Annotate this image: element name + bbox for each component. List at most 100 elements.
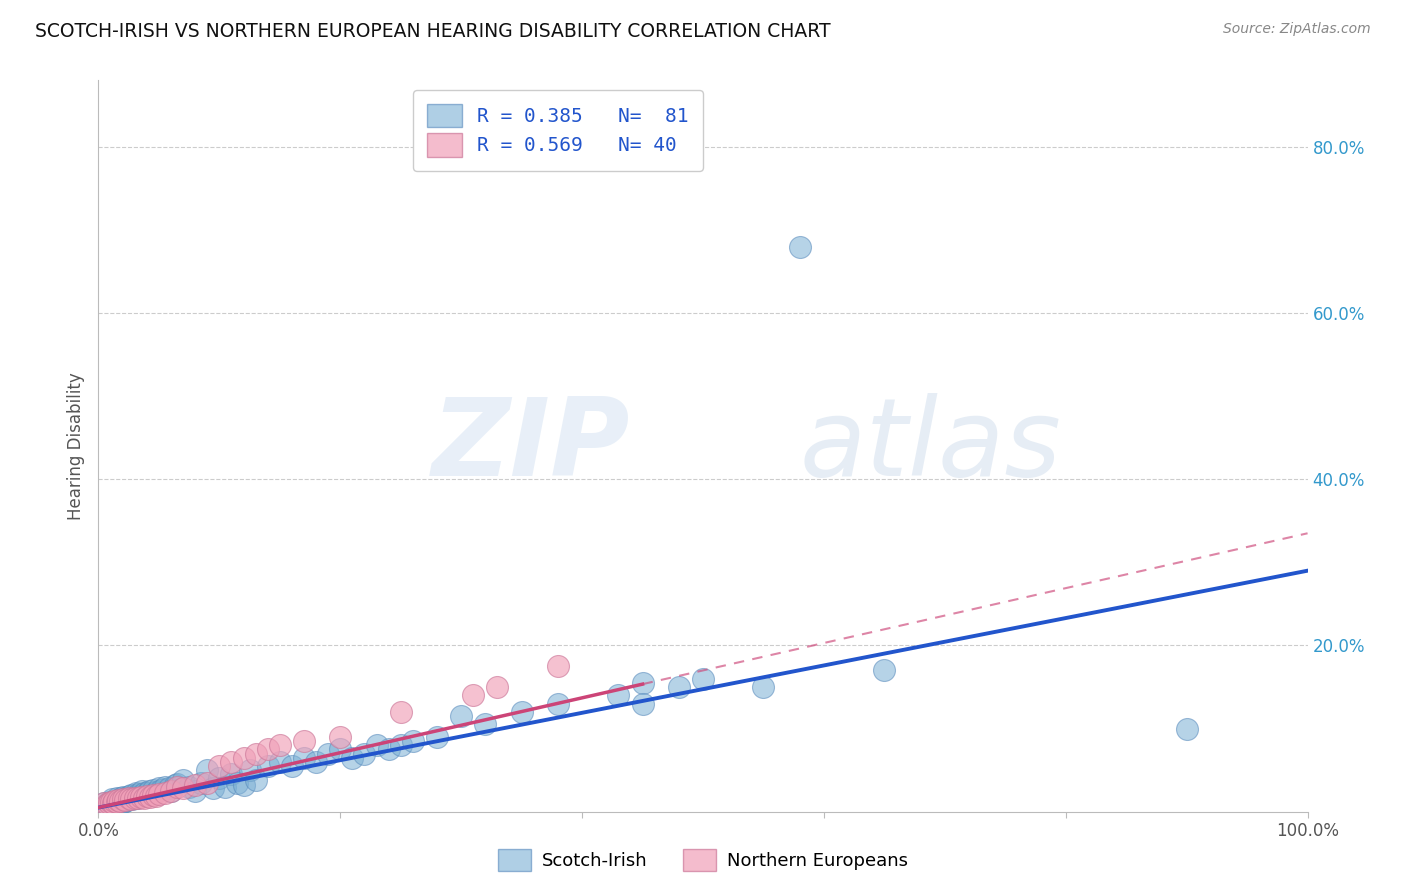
Point [111, 789, 134, 804]
Point [474, 717, 496, 731]
Point [486, 680, 509, 694]
Point [108, 797, 131, 811]
Point [172, 773, 194, 788]
Point [121, 792, 143, 806]
Point [127, 787, 149, 801]
Text: SCOTCH-IRISH VS NORTHERN EUROPEAN HEARING DISABILITY CORRELATION CHART: SCOTCH-IRISH VS NORTHERN EUROPEAN HEARIN… [35, 22, 831, 41]
Point [127, 791, 149, 805]
Point [100, 795, 122, 809]
Point [142, 788, 165, 802]
Point [105, 795, 128, 809]
Point [426, 730, 449, 744]
Point [124, 790, 146, 805]
Point [631, 676, 654, 690]
Point [547, 697, 569, 711]
Point [366, 738, 388, 752]
Point [93, 797, 115, 811]
Point [208, 759, 231, 773]
Point [93, 797, 115, 811]
Point [153, 780, 176, 794]
Point [105, 791, 128, 805]
Point [353, 747, 375, 761]
Point [166, 777, 188, 791]
Point [135, 786, 157, 800]
Point [463, 689, 485, 703]
Point [292, 734, 315, 748]
Point [96, 798, 118, 813]
Point [101, 797, 124, 811]
Point [160, 784, 183, 798]
Text: atlas: atlas [800, 393, 1062, 499]
Point [1175, 722, 1198, 736]
Point [112, 792, 135, 806]
Point [108, 793, 131, 807]
Point [125, 787, 148, 801]
Point [120, 792, 142, 806]
Point [256, 742, 278, 756]
Point [115, 790, 138, 805]
Point [118, 791, 141, 805]
Point [631, 697, 654, 711]
Point [166, 780, 188, 794]
Point [329, 730, 352, 744]
Point [202, 781, 225, 796]
Point [208, 772, 231, 786]
Point [98, 795, 121, 809]
Point [139, 789, 162, 804]
Point [873, 664, 896, 678]
Point [129, 788, 152, 802]
Point [377, 742, 399, 756]
Point [96, 797, 118, 812]
Text: Source: ZipAtlas.com: Source: ZipAtlas.com [1223, 22, 1371, 37]
Point [281, 759, 304, 773]
Point [138, 784, 160, 798]
Point [101, 797, 124, 812]
Point [163, 778, 186, 792]
Point [150, 783, 173, 797]
Point [389, 705, 412, 719]
Point [135, 789, 157, 803]
Point [342, 750, 364, 764]
Point [124, 789, 146, 804]
Point [105, 794, 128, 808]
Point [269, 738, 291, 752]
Point [226, 775, 249, 789]
Y-axis label: Hearing Disability: Hearing Disability [66, 372, 84, 520]
Point [145, 789, 167, 803]
Point [100, 792, 122, 806]
Point [111, 792, 134, 806]
Point [389, 738, 412, 752]
Point [402, 734, 425, 748]
Point [245, 747, 267, 761]
Point [118, 791, 141, 805]
Point [127, 790, 149, 805]
Point [111, 795, 134, 809]
Point [752, 680, 775, 694]
Legend: R = 0.385   N=  81, R = 0.569   N= 40: R = 0.385 N= 81, R = 0.569 N= 40 [413, 90, 703, 170]
Point [789, 239, 811, 253]
Point [245, 773, 267, 788]
Point [153, 787, 176, 801]
Point [607, 689, 630, 703]
Point [239, 763, 262, 777]
Point [107, 793, 129, 807]
Point [134, 787, 156, 801]
Point [107, 795, 129, 809]
Point [118, 789, 141, 803]
Point [148, 787, 170, 801]
Point [510, 705, 533, 719]
Point [232, 750, 254, 764]
Point [214, 780, 236, 794]
Point [692, 672, 714, 686]
Point [329, 742, 352, 756]
Point [120, 788, 142, 802]
Point [148, 781, 170, 796]
Point [117, 793, 139, 807]
Point [110, 791, 132, 805]
Point [184, 784, 207, 798]
Text: ZIP: ZIP [432, 393, 630, 499]
Point [114, 794, 136, 808]
Point [129, 789, 152, 804]
Point [256, 759, 278, 773]
Point [103, 796, 125, 810]
